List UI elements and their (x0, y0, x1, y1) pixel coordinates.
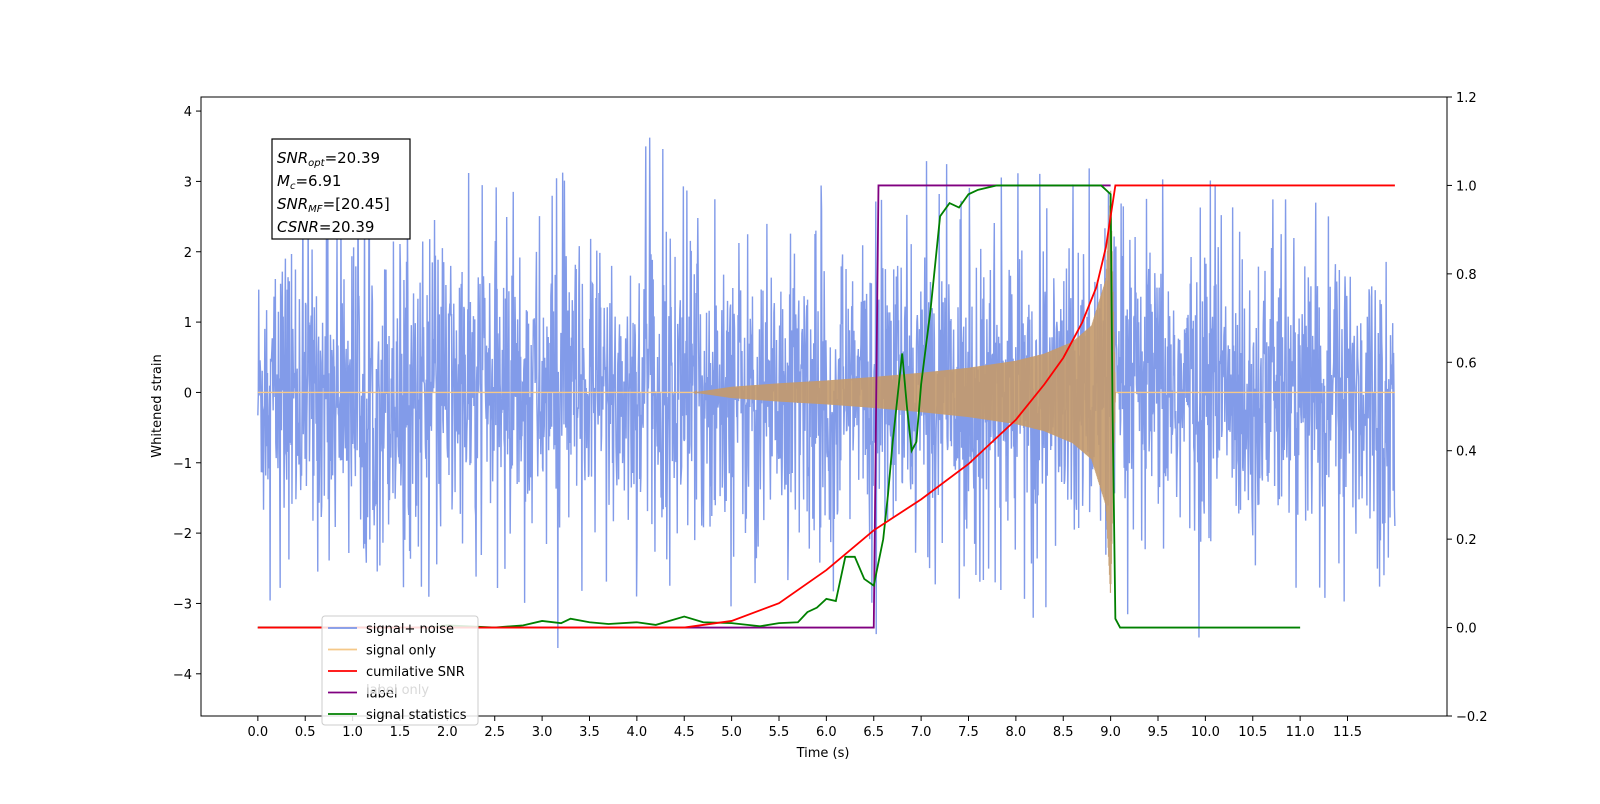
y-axis-label: Whitened strain (150, 354, 165, 457)
legend: signal+ noise signal only cumilative SNR la… (321, 615, 479, 726)
y-right-tick-label: −0.2 (1456, 710, 1488, 725)
x-tick-label: 9.5 (1148, 725, 1169, 740)
legend-label: label (366, 687, 397, 702)
x-tick-label: 4.5 (674, 725, 695, 740)
x-tick-label: 9.0 (1100, 725, 1121, 740)
x-tick-label: 6.0 (816, 725, 837, 740)
x-tick-label: 2.0 (437, 725, 458, 740)
x-tick-label: 5.5 (769, 725, 790, 740)
x-tick-label: 10.0 (1191, 725, 1220, 740)
y-right-tick-label: 0.2 (1456, 533, 1477, 548)
series-signal-statistics-line (257, 184, 1301, 629)
annotation-line: SNRMF=[20.45] (277, 195, 390, 215)
y-tick-label: 2 (184, 246, 192, 261)
legend-label: label only (366, 683, 429, 698)
stats-annotation-box: SNRopt=20.39 Mc=6.91 SNRMF=[20.45] CSNR=20.… (271, 138, 411, 240)
legend-label: signal only (366, 644, 436, 659)
x-tick-label: 1.5 (390, 725, 411, 740)
y-tick-label: 0 (184, 386, 192, 401)
y-tick-label: 1 (184, 316, 192, 331)
x-tick-label: 3.0 (532, 725, 553, 740)
x-tick-label: 7.5 (958, 725, 979, 740)
y-right-tick-label: 0.4 (1456, 445, 1477, 460)
x-tick-label: 7.0 (911, 725, 932, 740)
annotation-line: SNRopt=20.39 (277, 149, 380, 169)
x-tick-label: 11.0 (1286, 725, 1315, 740)
x-tick-label: 5.0 (721, 725, 742, 740)
series-signal-noise-line (257, 137, 1396, 649)
x-tick-label: 3.5 (579, 725, 600, 740)
annotation-line: CSNR=20.39 (277, 218, 374, 236)
legend-frame (321, 615, 479, 726)
y-tick-label: −4 (173, 668, 192, 683)
y-right-tick-label: 1.0 (1456, 179, 1477, 194)
series-cumulative-snr-line (257, 184, 1395, 629)
x-tick-label: 11.5 (1333, 725, 1362, 740)
x-tick-label: 1.0 (342, 725, 363, 740)
x-tick-label: 4.0 (627, 725, 648, 740)
y-right-tick-label: 0.0 (1456, 622, 1477, 637)
annotation-frame (271, 138, 411, 240)
y-tick-label: −2 (173, 527, 192, 542)
legend-label: signal+ noise (366, 622, 454, 637)
annotation-line: Mc=6.91 (277, 172, 341, 192)
x-axis-label: Time (s) (796, 746, 850, 761)
x-tick-label: 6.5 (863, 725, 884, 740)
legend-label: signal statistics (366, 708, 467, 723)
y-tick-label: 3 (184, 175, 192, 190)
x-tick-label: 0.0 (248, 725, 269, 740)
x-tick-label: 2.5 (484, 725, 505, 740)
x-tick-label: 10.5 (1238, 725, 1267, 740)
legend-label: cumilative SNR (366, 665, 465, 680)
y-right-tick-label: 0.6 (1456, 356, 1477, 371)
x-tick-label: 8.0 (1006, 725, 1027, 740)
x-tick-label: 8.5 (1053, 725, 1074, 740)
y-tick-label: 4 (184, 105, 192, 120)
x-tick-label: 0.5 (295, 725, 316, 740)
plot-frame (200, 96, 1448, 717)
y-right-tick-label: 1.2 (1456, 91, 1477, 106)
y-right-tick-label: 0.8 (1456, 268, 1477, 283)
y-tick-label: −3 (173, 597, 192, 612)
y-tick-label: −1 (173, 457, 192, 472)
